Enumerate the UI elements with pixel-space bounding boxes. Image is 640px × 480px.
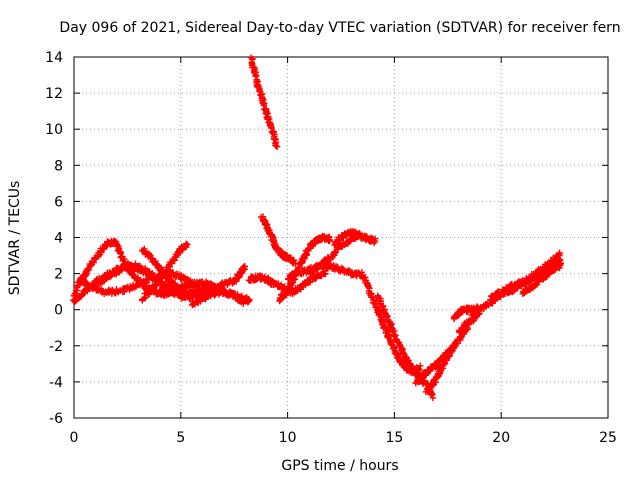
- data-point: [241, 262, 248, 270]
- y-tick-label: 0: [54, 303, 63, 319]
- data-point: [332, 249, 339, 256]
- x-tick-label: 20: [492, 430, 510, 446]
- data-point: [417, 362, 424, 370]
- data-point: [543, 264, 550, 271]
- data-point: [556, 256, 564, 263]
- x-axis-label: GPS time / hours: [281, 458, 398, 474]
- data-point: [211, 292, 218, 299]
- series-arc-j: [247, 54, 281, 150]
- data-point: [457, 333, 464, 340]
- series-arc-k: [257, 213, 299, 267]
- data-point: [326, 237, 333, 245]
- x-tick-label: 10: [279, 430, 297, 446]
- y-tick-label: -4: [49, 375, 63, 391]
- data-point: [371, 238, 379, 245]
- data-point: [273, 143, 280, 150]
- data-point: [241, 296, 248, 304]
- y-tick-label: 8: [54, 158, 63, 174]
- y-axis-label: SDTVAR / TECUs: [7, 181, 23, 296]
- axis-ticks: 0 5 10 15 20 25 -6 -4 -2 0 2 4 6 8 10 12 14: [45, 50, 617, 446]
- data-point: [155, 276, 162, 284]
- data-points: [70, 54, 565, 402]
- y-tick-label: 2: [54, 267, 63, 283]
- x-tick-label: 5: [176, 430, 185, 446]
- data-point: [306, 279, 313, 286]
- data-point: [322, 270, 329, 277]
- data-point: [491, 294, 499, 301]
- series-arc-w: [486, 249, 563, 304]
- series-arc-i: [188, 287, 248, 309]
- data-point: [245, 298, 252, 306]
- data-point: [172, 273, 179, 281]
- grid: [74, 57, 608, 418]
- series-arc-m: [276, 232, 334, 305]
- series-arc-f: [138, 240, 191, 304]
- data-point: [183, 240, 190, 247]
- x-tick-label: 0: [70, 430, 79, 446]
- y-tick-label: -2: [49, 339, 63, 355]
- series-arc-d: [92, 259, 194, 301]
- data-point: [391, 332, 399, 340]
- series-arc-q: [358, 269, 424, 377]
- chart-title: Day 096 of 2021, Sidereal Day-to-day VTE…: [59, 20, 620, 36]
- data-point: [240, 300, 247, 307]
- data-point: [264, 226, 272, 233]
- data-point: [140, 295, 148, 302]
- series-arc-p: [331, 228, 379, 249]
- x-tick-label: 15: [385, 430, 403, 446]
- y-tick-label: 10: [45, 122, 63, 138]
- y-tick-label: 6: [54, 194, 63, 210]
- data-point: [358, 269, 366, 276]
- data-point: [85, 266, 92, 273]
- data-point: [473, 310, 481, 318]
- x-tick-label: 25: [599, 430, 617, 446]
- y-tick-label: 12: [45, 86, 63, 102]
- series-arc-h: [178, 262, 248, 302]
- data-point: [556, 249, 563, 257]
- data-point: [429, 394, 437, 402]
- data-point: [286, 275, 294, 282]
- data-point: [428, 390, 436, 398]
- data-point: [168, 260, 175, 267]
- data-point: [184, 241, 191, 248]
- y-tick-label: 4: [54, 231, 63, 247]
- data-point: [249, 55, 256, 63]
- series-arc-x: [519, 256, 564, 298]
- data-point: [270, 129, 277, 137]
- data-point: [405, 357, 412, 364]
- y-tick-label: -6: [49, 411, 63, 427]
- y-tick-label: 14: [45, 50, 63, 66]
- data-point: [71, 298, 79, 305]
- data-point: [169, 268, 177, 276]
- data-point: [490, 294, 498, 302]
